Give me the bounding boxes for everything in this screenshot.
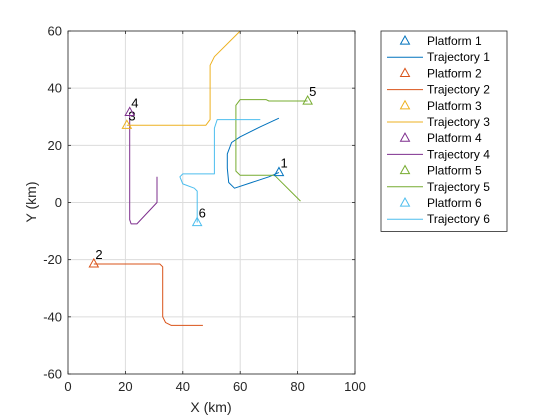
platform-label: 4	[131, 95, 138, 110]
trajectory-line	[129, 112, 158, 225]
platform-marker	[124, 106, 136, 117]
y-tick-label: 0	[55, 195, 62, 210]
x-tick-label: 0	[64, 379, 71, 394]
y-axis-label: Y (km)	[23, 182, 39, 223]
legend-label: Platform 5	[427, 164, 482, 178]
grid	[67, 30, 356, 375]
legend: Platform 1 Trajectory 1 Platform 2 Trajecto…	[380, 30, 508, 232]
y-tick-label: 40	[48, 81, 62, 96]
legend-label: Trajectory 5	[427, 180, 490, 194]
legend-label: Trajectory 6	[427, 212, 490, 226]
legend-label: Trajectory 4	[427, 147, 490, 161]
platform-label: 6	[199, 206, 206, 221]
x-tick-label: 60	[233, 379, 247, 394]
platform-marker	[88, 257, 100, 268]
legend-label: Trajectory 2	[427, 83, 490, 97]
trajectory-line	[179, 119, 261, 223]
legend-label: Platform 4	[427, 131, 482, 145]
y-tick-label: -40	[43, 309, 62, 324]
trajectory-line	[235, 99, 308, 202]
y-tick-label: -20	[43, 252, 62, 267]
x-axis-label: X (km)	[190, 399, 231, 415]
x-tick-label: 20	[118, 379, 132, 394]
x-tick-label: 40	[176, 379, 190, 394]
legend-label: Trajectory 3	[427, 115, 490, 129]
legend-label: Platform 6	[427, 196, 482, 210]
platform-marker	[273, 166, 285, 177]
trajectory-line	[93, 263, 203, 326]
legend-box	[380, 30, 508, 232]
legend-marker	[399, 196, 411, 207]
legend-label: Platform 3	[427, 99, 482, 113]
x-tick-label: 100	[344, 379, 366, 394]
legend-label: Platform 2	[427, 66, 482, 80]
trajectory-line	[126, 30, 241, 126]
platform-label: 1	[280, 155, 287, 170]
platform-marker	[191, 216, 203, 227]
axes: 0 20 40 60 80 100 -60 -40 -20 0 20 40 60	[43, 24, 366, 395]
platform-marker	[121, 119, 133, 129]
platform-marker	[302, 94, 313, 105]
legend-marker	[399, 164, 411, 175]
y-tick-label: 20	[48, 138, 62, 153]
legend-marker	[399, 67, 411, 77]
legend-label: Trajectory 1	[427, 50, 490, 64]
trajectory-line	[226, 117, 280, 189]
legend-marker	[399, 34, 411, 45]
y-tick-label: -60	[43, 367, 62, 382]
x-tick-label: 80	[290, 379, 304, 394]
legend-marker	[399, 132, 411, 142]
trajectories	[93, 30, 308, 326]
y-tick-label: 60	[48, 24, 62, 39]
legend-marker	[399, 99, 411, 110]
platform-label: 5	[309, 84, 316, 99]
legend-label: Platform 1	[427, 34, 482, 48]
platform-label: 2	[95, 247, 102, 262]
